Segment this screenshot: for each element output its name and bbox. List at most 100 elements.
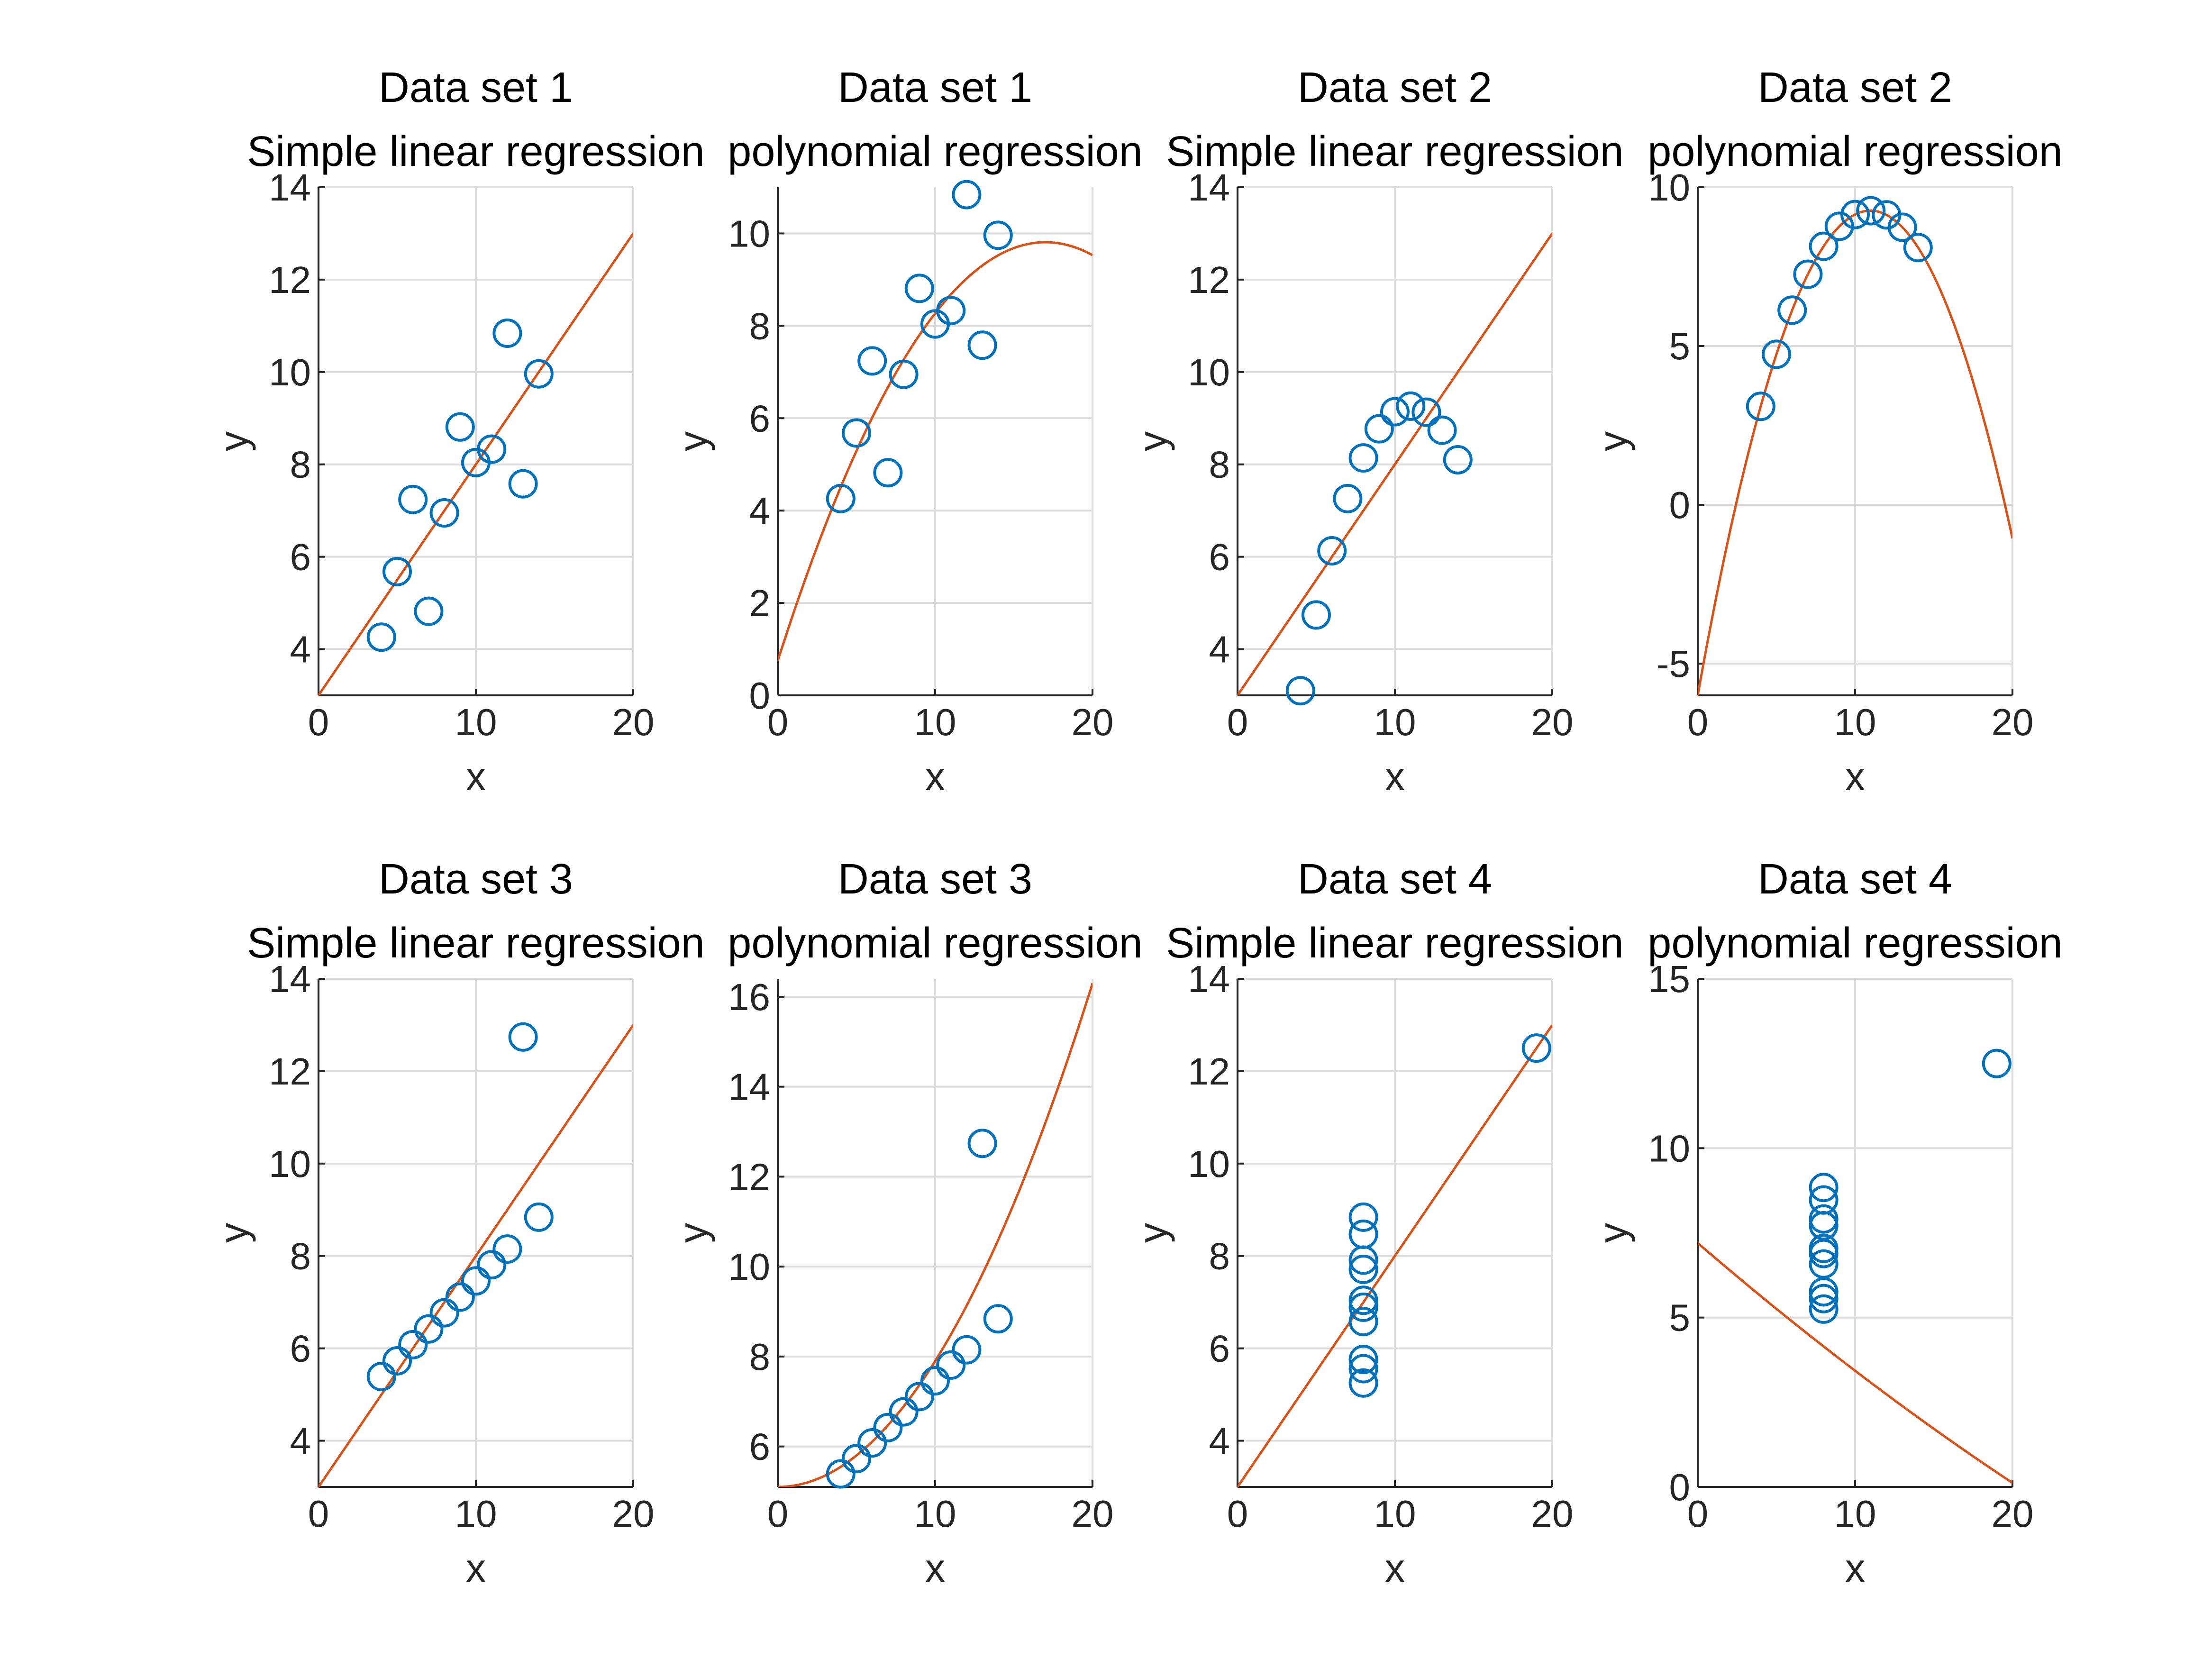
data-point [1777, 295, 1807, 325]
x-axis-label: x [1385, 754, 1405, 799]
y-tick-label: 6 [290, 536, 311, 578]
data-point [1348, 1202, 1378, 1232]
data-point [1809, 1294, 1839, 1324]
x-tick-label: 20 [1531, 1493, 1574, 1535]
data-point [842, 1444, 871, 1474]
x-tick-label: 20 [1072, 1493, 1114, 1535]
y-tick-label: 12 [1188, 1050, 1230, 1093]
data-point [904, 273, 934, 303]
data-point [1285, 676, 1315, 706]
data-point [936, 1350, 966, 1380]
data-point [1427, 415, 1457, 445]
data-point [1903, 233, 1933, 263]
x-tick-label: 20 [1072, 701, 1114, 743]
data-point [414, 1314, 444, 1344]
y-axis-label: y [671, 1223, 715, 1243]
fit-curve [778, 983, 1092, 1487]
x-tick-label: 0 [767, 1493, 789, 1535]
data-point [983, 1304, 1013, 1334]
panel-title: Data set 4 [1758, 856, 1952, 903]
data-point [477, 1250, 507, 1280]
data-point [429, 498, 459, 528]
y-tick-label: 5 [1669, 1297, 1691, 1339]
data-point [967, 1129, 997, 1158]
panel-5: 0 10 20 4 6 8 10 12 14 Data set 3 Simple linear re… [211, 856, 705, 1590]
y-tick-label: 15 [1648, 958, 1690, 1000]
y-tick-label: 14 [1188, 166, 1230, 209]
data-point [492, 1234, 522, 1264]
panel-subtitle: polynomial regression [728, 128, 1142, 175]
data-point [1762, 339, 1791, 369]
x-tick-label: 10 [455, 701, 497, 743]
panel-subtitle: polynomial regression [1648, 128, 2062, 175]
panel-title: Data set 2 [1298, 64, 1492, 111]
data-point [1348, 443, 1378, 473]
fit-curve [1238, 233, 1552, 695]
y-tick-label: 8 [1209, 1235, 1230, 1277]
data-point [1348, 1245, 1378, 1275]
y-axis-label: y [211, 1223, 256, 1243]
x-axis-label: x [925, 1546, 945, 1590]
fit-curve [778, 241, 1092, 661]
data-point [1746, 392, 1775, 421]
y-tick-label: 14 [269, 958, 311, 1000]
x-axis-label: x [1845, 1546, 1865, 1590]
y-tick-label: 10 [269, 351, 311, 393]
data-point [1333, 483, 1363, 513]
data-point [508, 1022, 538, 1052]
x-tick-label: 10 [455, 1493, 497, 1535]
data-point [857, 1428, 887, 1458]
y-tick-label: 6 [1209, 536, 1230, 578]
x-axis-label: x [466, 1546, 486, 1590]
x-tick-label: 20 [1992, 1493, 2034, 1535]
data-point [1348, 1307, 1378, 1337]
data-point [1856, 196, 1886, 226]
data-point [1809, 1185, 1839, 1215]
data-point [366, 1362, 396, 1392]
data-point [1809, 231, 1839, 261]
data-point [1380, 397, 1410, 427]
fit-curve [1238, 1024, 1552, 1487]
y-tick-label: 12 [269, 259, 311, 301]
panel-title: Data set 4 [1298, 856, 1492, 903]
data-point [842, 418, 871, 448]
x-tick-label: 10 [1834, 1493, 1876, 1535]
y-tick-label: 10 [728, 212, 770, 255]
x-tick-label: 10 [914, 1493, 956, 1535]
data-point [1809, 1239, 1839, 1268]
data-point [524, 359, 554, 389]
data-point [826, 1459, 856, 1489]
y-tick-label: 10 [1648, 166, 1690, 209]
y-tick-label: 6 [749, 397, 771, 439]
x-axis-label: x [1845, 754, 1865, 799]
data-point [1396, 391, 1426, 421]
y-tick-label: 6 [290, 1328, 311, 1370]
data-point [461, 1266, 491, 1296]
x-tick-label: 20 [612, 701, 655, 743]
y-tick-label: 12 [728, 1156, 770, 1198]
data-point [398, 484, 428, 514]
x-axis-label: x [466, 754, 486, 799]
y-tick-label: 5 [1669, 325, 1691, 367]
data-point [967, 330, 997, 360]
data-point [382, 1346, 412, 1376]
data-point [889, 359, 919, 389]
data-point [382, 556, 412, 586]
data-point [477, 434, 507, 464]
data-point [952, 180, 982, 210]
data-point [873, 458, 903, 488]
y-tick-label: 12 [269, 1050, 311, 1093]
y-tick-label: 2 [749, 582, 771, 624]
data-point [398, 1330, 428, 1359]
panel-title: Data set 1 [379, 64, 573, 111]
fit-curve [1698, 1242, 2012, 1484]
y-axis-label: y [671, 431, 715, 451]
data-point [445, 1282, 475, 1312]
x-tick-label: 0 [308, 701, 329, 743]
y-tick-label: 8 [1209, 444, 1230, 486]
data-point [857, 346, 887, 376]
x-tick-label: 0 [1687, 1493, 1709, 1535]
data-point [1364, 414, 1394, 444]
data-point [920, 1366, 950, 1396]
y-axis-label: y [1591, 1223, 1635, 1243]
